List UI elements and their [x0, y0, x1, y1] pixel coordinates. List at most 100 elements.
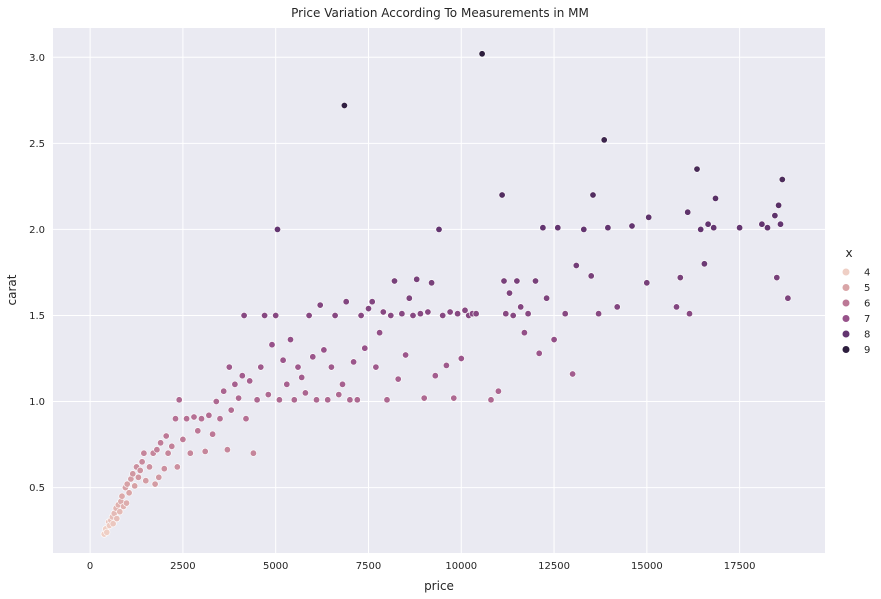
- data-point: [283, 380, 291, 388]
- data-point: [151, 480, 159, 488]
- data-point: [173, 463, 181, 471]
- data-point: [554, 224, 562, 232]
- data-point: [225, 363, 233, 371]
- x-tick-label: 5000: [263, 561, 288, 572]
- data-point: [517, 303, 525, 311]
- data-point: [268, 341, 276, 349]
- data-point: [784, 294, 792, 302]
- data-point: [697, 225, 705, 233]
- data-point: [535, 349, 543, 357]
- data-point: [340, 102, 348, 110]
- data-point: [136, 466, 144, 474]
- data-point: [301, 389, 309, 397]
- data-point: [446, 308, 454, 316]
- data-point: [146, 463, 154, 471]
- data-point: [198, 415, 206, 423]
- data-point: [398, 310, 406, 318]
- data-point: [394, 375, 402, 383]
- data-point: [231, 380, 239, 388]
- data-point: [595, 310, 603, 318]
- legend-label: 7: [864, 314, 870, 325]
- data-point: [305, 311, 313, 319]
- data-point: [298, 373, 306, 381]
- data-point: [628, 222, 636, 230]
- data-point: [498, 191, 506, 199]
- data-point: [361, 344, 369, 352]
- data-point: [160, 465, 168, 473]
- legend-marker: [842, 330, 850, 338]
- data-point: [454, 310, 462, 318]
- data-point: [140, 449, 148, 457]
- data-point: [134, 473, 142, 481]
- data-point: [201, 447, 209, 455]
- data-point: [613, 303, 621, 311]
- data-point: [439, 311, 447, 319]
- x-tick-label: 2500: [170, 561, 195, 572]
- data-point: [162, 432, 170, 440]
- data-point: [179, 435, 187, 443]
- data-point: [253, 396, 261, 404]
- data-point: [216, 415, 224, 423]
- data-point: [587, 272, 595, 280]
- legend-marker: [842, 346, 850, 353]
- x-axis-label: price: [424, 579, 454, 593]
- data-point: [125, 489, 133, 497]
- data-point: [205, 411, 213, 419]
- data-point: [279, 356, 287, 364]
- data-point: [109, 520, 117, 528]
- data-point: [261, 311, 269, 319]
- data-point: [402, 351, 410, 359]
- legend: x 4 5 6 7 8 9: [842, 246, 870, 356]
- data-point: [509, 311, 517, 319]
- y-axis-label: carat: [5, 274, 19, 305]
- data-point: [338, 380, 346, 388]
- data-point: [600, 136, 608, 144]
- y-tick-label: 1.5: [29, 311, 45, 322]
- data-point: [346, 396, 354, 404]
- data-point: [223, 446, 231, 454]
- data-point: [168, 442, 176, 450]
- y-tick-label: 1.0: [29, 397, 45, 408]
- data-point: [175, 396, 183, 404]
- y-tick-label: 2.0: [29, 225, 45, 236]
- data-point: [290, 396, 298, 404]
- data-point: [416, 310, 424, 318]
- x-tick-labels: 0 2500 5000 7500 10000 12500 15000 17500: [87, 561, 756, 572]
- data-point: [428, 279, 436, 287]
- x-tick-label: 10000: [445, 561, 477, 572]
- x-tick-label: 7500: [356, 561, 381, 572]
- data-point: [550, 336, 558, 344]
- y-tick-label: 3.0: [29, 53, 45, 64]
- data-point: [324, 396, 332, 404]
- data-point: [103, 528, 111, 536]
- x-tick-label: 15000: [631, 561, 663, 572]
- data-point: [645, 213, 653, 221]
- data-point: [240, 311, 248, 319]
- data-point: [693, 165, 701, 173]
- data-point: [157, 439, 165, 447]
- chart-title: Price Variation According To Measurement…: [291, 6, 589, 20]
- data-point: [383, 396, 391, 404]
- data-point: [142, 477, 150, 485]
- data-point: [500, 277, 508, 285]
- legend-title: x: [845, 246, 852, 260]
- data-point: [572, 261, 580, 269]
- data-point: [227, 406, 235, 414]
- data-point: [238, 372, 246, 380]
- data-point: [113, 515, 121, 523]
- legend-label: 6: [864, 299, 870, 310]
- data-point: [294, 363, 302, 371]
- data-point: [580, 225, 588, 233]
- data-point: [763, 224, 771, 232]
- data-point: [442, 361, 450, 369]
- data-point: [431, 372, 439, 380]
- data-point: [775, 201, 783, 209]
- data-point: [172, 415, 180, 423]
- data-points: [100, 50, 792, 538]
- data-point: [335, 391, 343, 399]
- x-tick-label: 0: [87, 561, 93, 572]
- y-tick-labels: 0.5 1.0 1.5 2.0 2.5 3.0: [29, 53, 45, 494]
- legend-marker: [842, 315, 850, 322]
- data-point: [531, 277, 539, 285]
- legend-marker: [842, 299, 850, 307]
